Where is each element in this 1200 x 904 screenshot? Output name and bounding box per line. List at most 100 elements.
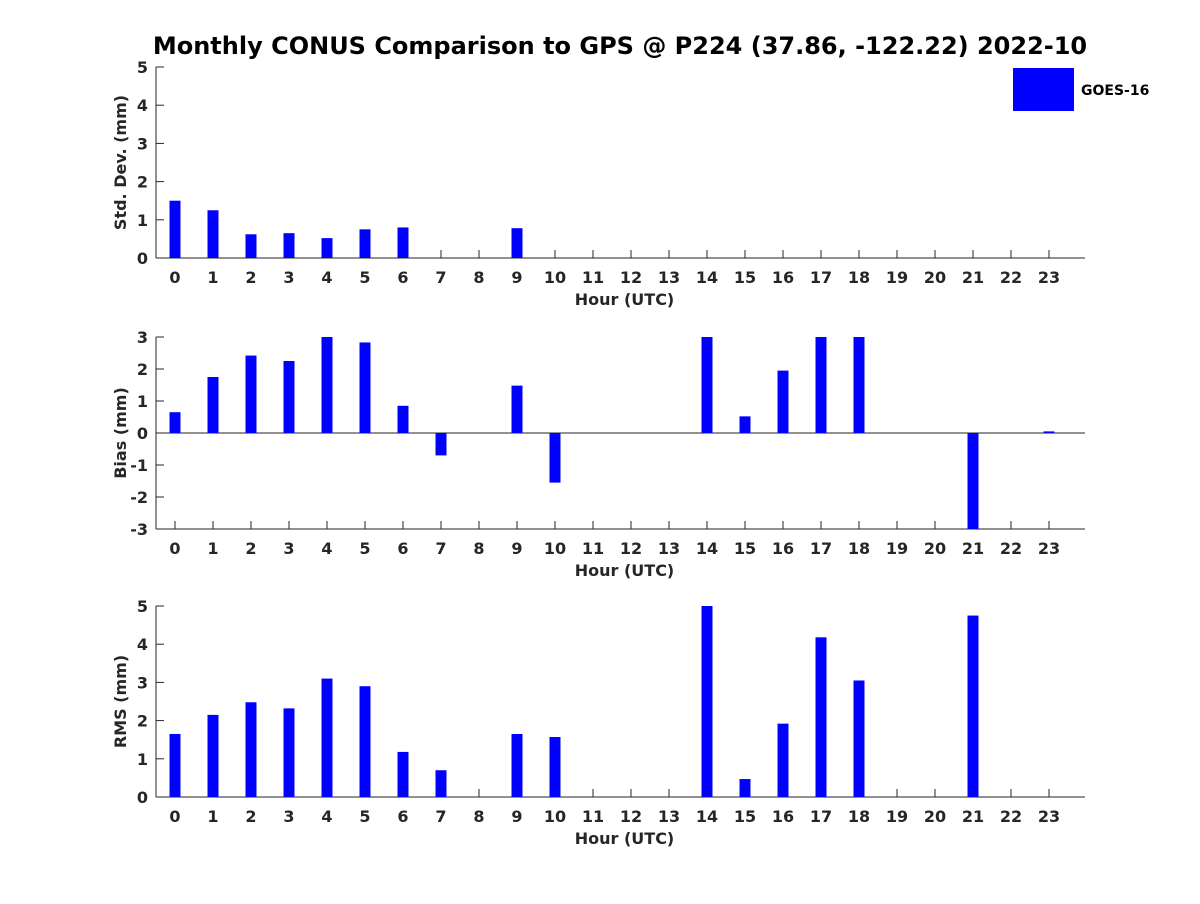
y-tick-label: 1 xyxy=(137,211,148,230)
bar xyxy=(815,637,827,797)
x-tick-label: 2 xyxy=(245,268,256,287)
bar xyxy=(245,355,257,433)
y-tick-label: 2 xyxy=(137,360,148,379)
x-tick-label: 21 xyxy=(962,807,984,826)
y-axis-label: RMS (mm) xyxy=(111,655,130,748)
bar xyxy=(549,737,561,797)
x-tick-label: 19 xyxy=(886,539,908,558)
x-tick-label: 17 xyxy=(810,268,832,287)
bar xyxy=(511,385,523,433)
bar xyxy=(397,227,409,258)
x-tick-label: 15 xyxy=(734,807,756,826)
x-tick-label: 16 xyxy=(772,268,794,287)
x-tick-label: 18 xyxy=(848,807,870,826)
bar xyxy=(207,377,219,433)
x-tick-label: 6 xyxy=(397,807,408,826)
x-tick-label: 18 xyxy=(848,268,870,287)
y-tick-label: 0 xyxy=(137,424,148,443)
y-tick-label: 3 xyxy=(137,328,148,347)
x-tick-label: 11 xyxy=(582,807,604,826)
x-tick-label: 1 xyxy=(207,539,218,558)
bar xyxy=(853,337,865,433)
bar xyxy=(397,405,409,433)
x-tick-label: 14 xyxy=(696,807,718,826)
bar xyxy=(207,210,219,258)
x-tick-label: 5 xyxy=(359,268,370,287)
bar xyxy=(169,733,181,797)
y-tick-label: 4 xyxy=(137,96,148,115)
bar xyxy=(967,433,979,529)
bar xyxy=(321,678,333,797)
x-tick-label: 8 xyxy=(473,268,484,287)
x-tick-label: 17 xyxy=(810,807,832,826)
bar xyxy=(511,228,523,258)
y-tick-label: 4 xyxy=(137,635,148,654)
x-tick-label: 9 xyxy=(511,807,522,826)
x-tick-label: 10 xyxy=(544,268,566,287)
bar xyxy=(359,686,371,797)
bar xyxy=(435,770,447,797)
bar xyxy=(169,412,181,433)
chart-title: Monthly CONUS Comparison to GPS @ P224 (… xyxy=(153,32,1087,60)
x-tick-label: 5 xyxy=(359,539,370,558)
bar xyxy=(359,342,371,433)
x-tick-label: 23 xyxy=(1038,539,1060,558)
x-tick-label: 20 xyxy=(924,807,946,826)
y-axis-label: Std. Dev. (mm) xyxy=(111,95,130,230)
x-tick-label: 4 xyxy=(321,539,332,558)
x-tick-label: 2 xyxy=(245,807,256,826)
x-tick-label: 10 xyxy=(544,539,566,558)
x-tick-label: 22 xyxy=(1000,539,1022,558)
bar xyxy=(245,702,257,797)
bar xyxy=(701,337,713,433)
x-tick-label: 0 xyxy=(169,539,180,558)
bar xyxy=(777,723,789,797)
x-tick-label: 1 xyxy=(207,268,218,287)
x-tick-label: 11 xyxy=(582,539,604,558)
x-tick-label: 4 xyxy=(321,268,332,287)
x-tick-label: 22 xyxy=(1000,268,1022,287)
legend-label: GOES-16 xyxy=(1081,83,1149,99)
x-tick-label: 12 xyxy=(620,268,642,287)
y-tick-label: 5 xyxy=(137,597,148,616)
y-tick-label: 0 xyxy=(137,249,148,268)
x-tick-label: 7 xyxy=(435,268,446,287)
x-tick-label: 23 xyxy=(1038,268,1060,287)
x-tick-label: 2 xyxy=(245,539,256,558)
x-tick-label: 13 xyxy=(658,539,680,558)
x-tick-label: 20 xyxy=(924,268,946,287)
y-axis-label: Bias (mm) xyxy=(111,387,130,479)
x-tick-label: 13 xyxy=(658,807,680,826)
x-tick-label: 17 xyxy=(810,539,832,558)
x-tick-label: 16 xyxy=(772,539,794,558)
x-tick-label: 4 xyxy=(321,807,332,826)
bar xyxy=(321,337,333,433)
x-tick-label: 6 xyxy=(397,539,408,558)
x-tick-label: 11 xyxy=(582,268,604,287)
x-tick-label: 18 xyxy=(848,539,870,558)
bar xyxy=(169,200,181,258)
x-tick-label: 9 xyxy=(511,539,522,558)
x-tick-label: 9 xyxy=(511,268,522,287)
bar xyxy=(511,733,523,797)
y-tick-label: 3 xyxy=(137,673,148,692)
x-tick-label: 15 xyxy=(734,539,756,558)
y-tick-label: -1 xyxy=(130,456,148,475)
bar xyxy=(283,233,295,258)
x-tick-label: 3 xyxy=(283,807,294,826)
x-tick-label: 14 xyxy=(696,268,718,287)
bar xyxy=(321,238,333,258)
x-tick-label: 19 xyxy=(886,807,908,826)
x-tick-label: 15 xyxy=(734,268,756,287)
y-tick-label: 5 xyxy=(137,58,148,77)
x-tick-label: 0 xyxy=(169,268,180,287)
bar xyxy=(359,229,371,258)
bar xyxy=(739,779,751,797)
bar xyxy=(283,708,295,797)
bar xyxy=(1043,431,1055,433)
bar xyxy=(967,615,979,797)
bar xyxy=(815,337,827,433)
